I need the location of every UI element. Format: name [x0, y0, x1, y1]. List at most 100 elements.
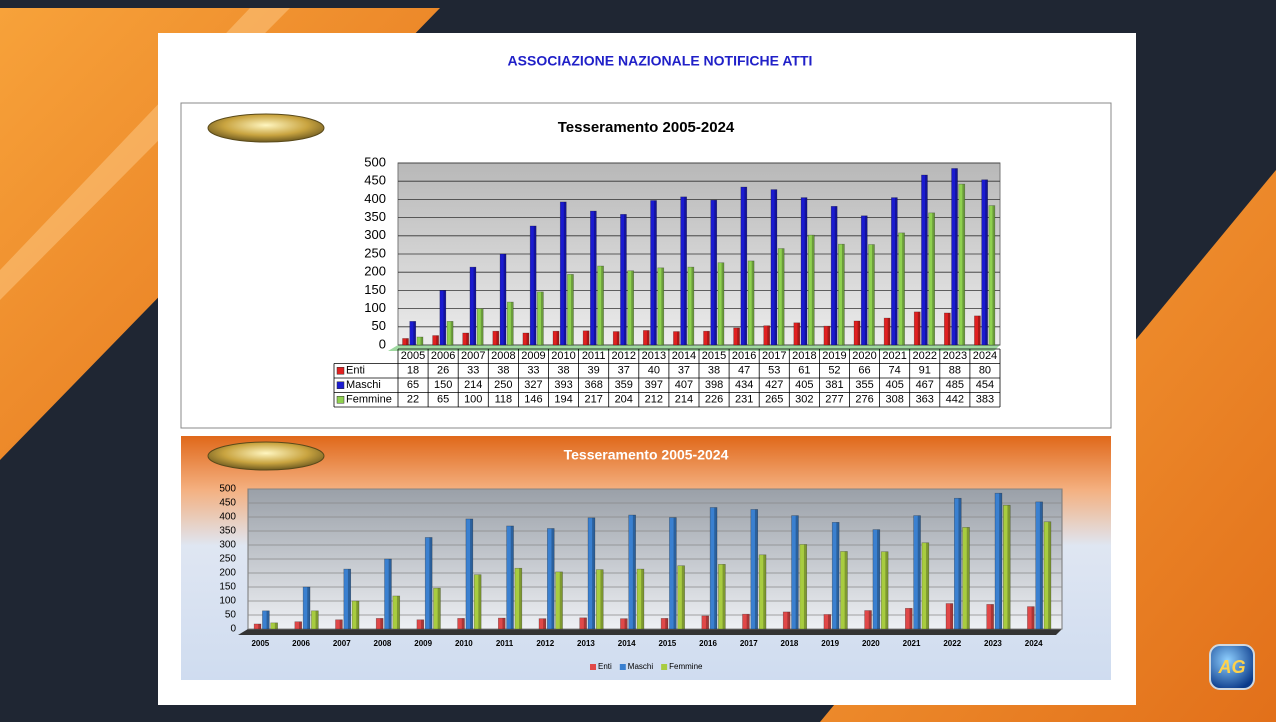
bar	[416, 336, 424, 346]
bar	[986, 604, 994, 630]
y-tick-label: 450	[219, 498, 236, 509]
bar	[988, 205, 996, 346]
bar	[913, 515, 921, 630]
bar-shade	[571, 274, 574, 345]
y-tick-label: 100	[364, 300, 386, 315]
x-tick-label: 2005	[401, 350, 425, 362]
table-value: 214	[675, 394, 693, 406]
bar	[506, 525, 514, 630]
chart-title: Tesseramento 2005-2024	[558, 119, 735, 136]
bar-shade	[828, 614, 831, 629]
table-value: 467	[916, 379, 934, 391]
x-tick-label: 2010	[551, 350, 575, 362]
bar-shade	[556, 331, 560, 345]
table-value: 485	[946, 379, 964, 391]
bar	[673, 331, 680, 346]
bar	[677, 565, 685, 630]
bar-shade	[654, 200, 657, 345]
bar	[636, 568, 645, 630]
y-tick-label: 350	[219, 526, 236, 537]
table-value: 434	[735, 379, 753, 391]
bar-shade	[707, 331, 710, 345]
bar	[791, 515, 799, 630]
bar	[800, 197, 808, 346]
x-tick-label: 2009	[521, 350, 545, 362]
bar	[680, 196, 687, 346]
bar	[657, 267, 665, 346]
bar	[717, 262, 725, 346]
bar	[492, 330, 500, 346]
bar	[522, 332, 530, 346]
x-tick-label: 2014	[618, 639, 636, 648]
table-value: 383	[976, 394, 994, 406]
y-tick-label: 250	[219, 554, 236, 565]
bar	[891, 197, 898, 346]
bar-shade	[926, 542, 929, 629]
table-value: 26	[437, 365, 449, 377]
bar	[351, 600, 360, 630]
table-value: 454	[976, 379, 994, 391]
table-value: 38	[497, 365, 509, 377]
bar	[1003, 504, 1011, 630]
bar-shade	[543, 618, 546, 629]
x-tick-label: 2016	[699, 639, 717, 648]
bar-shade	[1048, 521, 1051, 629]
x-tick-label: 2023	[943, 350, 967, 362]
bar	[872, 529, 881, 630]
legend-label: Femmine	[669, 662, 703, 671]
bar-shade	[714, 507, 718, 629]
bar-shade	[315, 610, 319, 629]
bar-shade	[443, 290, 446, 345]
x-tick-label: 2015	[702, 350, 726, 362]
bar-shade	[339, 619, 343, 629]
bar	[465, 518, 474, 630]
bar	[409, 321, 417, 346]
bar	[864, 610, 872, 630]
table-value: 398	[705, 379, 723, 391]
bar-shade	[503, 254, 507, 345]
bar-shade	[902, 232, 905, 345]
bar-shade	[677, 331, 680, 345]
bar	[643, 330, 650, 346]
bar-shade	[744, 187, 747, 345]
table-value: 74	[889, 365, 901, 377]
x-tick-label: 2011	[582, 350, 606, 362]
bar	[921, 174, 928, 346]
legend-label: Maschi	[346, 379, 381, 391]
x-tick-label: 2014	[672, 350, 696, 362]
x-tick-label: 2008	[491, 350, 515, 362]
bar	[432, 335, 439, 346]
bar-shade	[684, 196, 687, 345]
bar	[620, 618, 628, 630]
x-tick-label: 2016	[732, 350, 756, 362]
x-tick-label: 2019	[822, 350, 846, 362]
bar	[860, 215, 868, 346]
bar	[838, 243, 845, 346]
bar-shade	[470, 518, 473, 629]
bar-shade	[436, 335, 439, 345]
bar	[951, 168, 958, 346]
bar	[476, 308, 484, 346]
table-value: 150	[434, 379, 452, 391]
table-value: 33	[467, 365, 479, 377]
bar	[853, 320, 861, 346]
bar	[763, 325, 771, 346]
corner-logo	[1209, 644, 1255, 690]
bar	[782, 611, 791, 630]
bar	[831, 522, 840, 630]
bar-shade	[533, 225, 537, 345]
table-value: 427	[765, 379, 783, 391]
bar	[913, 311, 921, 346]
bar	[579, 617, 587, 630]
table-value: 405	[885, 379, 903, 391]
bar	[514, 567, 523, 630]
bar-shade	[473, 267, 476, 345]
x-tick-label: 2021	[882, 350, 906, 362]
y-tick-label: 100	[219, 596, 236, 607]
bar	[499, 253, 507, 346]
bar	[384, 558, 392, 630]
bar	[740, 186, 748, 346]
legend-label: Maschi	[628, 662, 654, 671]
bar	[567, 274, 574, 346]
